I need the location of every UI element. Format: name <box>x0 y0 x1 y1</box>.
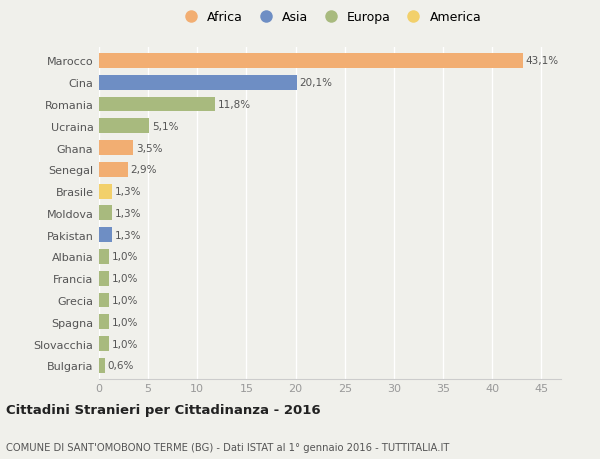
Text: 0,6%: 0,6% <box>108 361 134 370</box>
Bar <box>99 358 105 373</box>
Text: 5,1%: 5,1% <box>152 122 179 131</box>
Text: COMUNE DI SANT'OMOBONO TERME (BG) - Dati ISTAT al 1° gennaio 2016 - TUTTITALIA.I: COMUNE DI SANT'OMOBONO TERME (BG) - Dati… <box>6 442 449 452</box>
Bar <box>99 141 133 156</box>
Bar <box>99 76 296 90</box>
Text: 1,0%: 1,0% <box>112 252 138 262</box>
Bar <box>99 119 149 134</box>
Text: 43,1%: 43,1% <box>526 56 559 66</box>
Text: 1,3%: 1,3% <box>115 187 141 197</box>
Text: 20,1%: 20,1% <box>299 78 332 88</box>
Bar <box>99 336 109 351</box>
Bar <box>99 54 523 69</box>
Text: 1,3%: 1,3% <box>115 230 141 240</box>
Text: 2,9%: 2,9% <box>130 165 157 175</box>
Bar <box>99 293 109 308</box>
Bar <box>99 206 112 221</box>
Text: 3,5%: 3,5% <box>136 143 163 153</box>
Text: 1,3%: 1,3% <box>115 208 141 218</box>
Text: Cittadini Stranieri per Cittadinanza - 2016: Cittadini Stranieri per Cittadinanza - 2… <box>6 403 320 416</box>
Bar <box>99 315 109 330</box>
Bar <box>99 162 128 177</box>
Bar <box>99 250 109 264</box>
Text: 1,0%: 1,0% <box>112 274 138 284</box>
Legend: Africa, Asia, Europa, America: Africa, Asia, Europa, America <box>179 11 481 24</box>
Text: 1,0%: 1,0% <box>112 339 138 349</box>
Text: 11,8%: 11,8% <box>218 100 251 110</box>
Bar <box>99 97 215 112</box>
Bar <box>99 185 112 199</box>
Text: 1,0%: 1,0% <box>112 317 138 327</box>
Bar <box>99 271 109 286</box>
Bar <box>99 228 112 242</box>
Text: 1,0%: 1,0% <box>112 296 138 305</box>
